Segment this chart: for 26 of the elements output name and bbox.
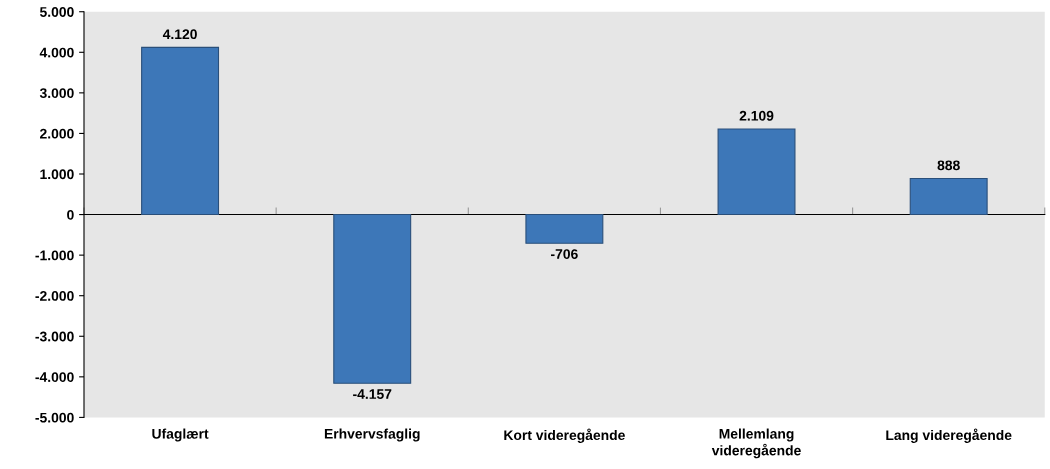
x-tick-label: Mellemlang videregående: [711, 428, 801, 459]
x-tick-label: Erhvervsfaglig: [324, 428, 420, 442]
y-tick-label: -2.000: [35, 291, 74, 301]
y-tick-label: -5.000: [35, 412, 74, 423]
y-tick-label: -1.000: [35, 250, 74, 261]
bar: [525, 214, 604, 244]
data-label: 4.120: [162, 29, 197, 40]
data-label: 2.109: [739, 110, 774, 121]
data-label: -706: [551, 249, 578, 259]
bar: [141, 46, 220, 216]
y-tick-label: 1.000: [40, 169, 74, 180]
y-tick-label: 2.000: [40, 128, 74, 139]
y-tick-label: -4.000: [35, 372, 74, 383]
x-tick-label: Kort videregående: [504, 428, 625, 443]
y-tick-label: 4.000: [39, 47, 74, 58]
bar: [717, 128, 796, 216]
data-label: -4.157: [353, 389, 392, 399]
bar: [333, 214, 412, 384]
y-tick-label: 5.000: [39, 7, 74, 17]
y-tick-label: -3.000: [35, 331, 74, 342]
bar: [909, 177, 988, 216]
x-tick-label: Lang videregående: [886, 428, 1012, 443]
y-tick-label: 0: [67, 209, 74, 220]
y-tick-label: 3.000: [39, 88, 74, 99]
x-tick-label: Ufaglært: [152, 428, 209, 442]
data-label: 888: [937, 160, 960, 171]
